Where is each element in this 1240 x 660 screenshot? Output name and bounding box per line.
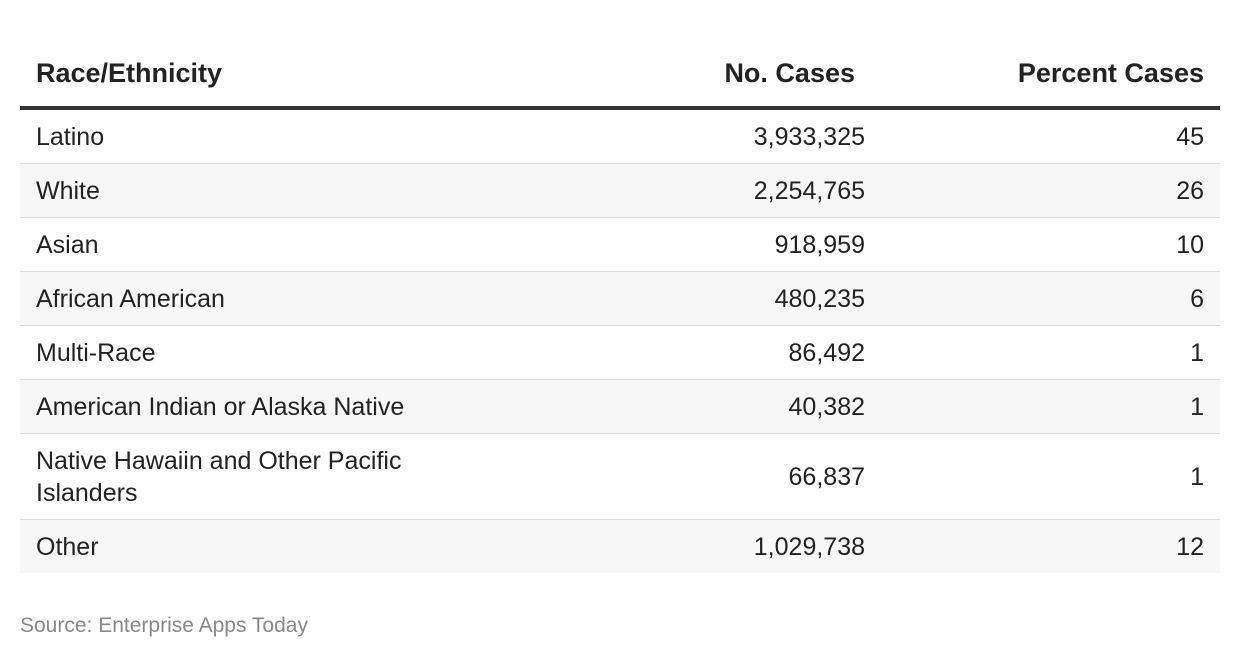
table-row: Native Hawaiin and Other Pacific Islande… xyxy=(20,433,1220,520)
cell-cases: 86,492 xyxy=(500,325,865,380)
cell-race: Multi-Race xyxy=(20,325,500,380)
cell-percent: 10 xyxy=(865,217,1220,272)
cell-cases: 480,235 xyxy=(500,271,865,326)
cell-percent: 45 xyxy=(865,108,1220,164)
cell-cases: 2,254,765 xyxy=(500,163,865,218)
cell-percent: 1 xyxy=(865,433,1220,520)
table-body: Latino 3,933,325 45 White 2,254,765 26 Asian 91… xyxy=(20,108,1220,573)
table-row: Multi-Race 86,492 1 xyxy=(20,325,1220,380)
table-row: Latino 3,933,325 45 xyxy=(20,108,1220,164)
cell-cases: 66,837 xyxy=(500,433,865,520)
table-row: African American 480,235 6 xyxy=(20,271,1220,326)
cell-percent: 1 xyxy=(865,379,1220,434)
cell-percent: 6 xyxy=(865,271,1220,326)
column-header-percent: Percent Cases xyxy=(865,40,1220,110)
table-row: Asian 918,959 10 xyxy=(20,217,1220,272)
table-header: Race/Ethnicity No. Cases Percent Cases xyxy=(20,40,1220,110)
cell-race: Asian xyxy=(20,217,500,272)
cell-percent: 12 xyxy=(865,519,1220,573)
cell-race: Other xyxy=(20,519,500,573)
cell-cases: 918,959 xyxy=(500,217,865,272)
table-row: Other 1,029,738 12 xyxy=(20,519,1220,573)
cell-race: Latino xyxy=(20,108,500,164)
cell-cases: 40,382 xyxy=(500,379,865,434)
cell-cases: 3,933,325 xyxy=(500,108,865,164)
cases-table: Race/Ethnicity No. Cases Percent Cases L… xyxy=(20,40,1220,573)
column-header-race: Race/Ethnicity xyxy=(20,40,500,110)
table-row: White 2,254,765 26 xyxy=(20,163,1220,218)
column-header-cases: No. Cases xyxy=(500,40,865,110)
cell-race: White xyxy=(20,163,500,218)
cell-race: African American xyxy=(20,271,500,326)
table-row: American Indian or Alaska Native 40,382 1 xyxy=(20,379,1220,434)
cell-cases: 1,029,738 xyxy=(500,519,865,573)
header-row: Race/Ethnicity No. Cases Percent Cases xyxy=(20,40,1220,110)
source-note: Source: Enterprise Apps Today xyxy=(20,614,308,637)
data-table-container: Race/Ethnicity No. Cases Percent Cases L… xyxy=(20,40,1220,573)
cell-race: Native Hawaiin and Other Pacific Islande… xyxy=(20,433,500,520)
cell-percent: 1 xyxy=(865,325,1220,380)
cell-percent: 26 xyxy=(865,163,1220,218)
cell-race: American Indian or Alaska Native xyxy=(20,379,500,434)
